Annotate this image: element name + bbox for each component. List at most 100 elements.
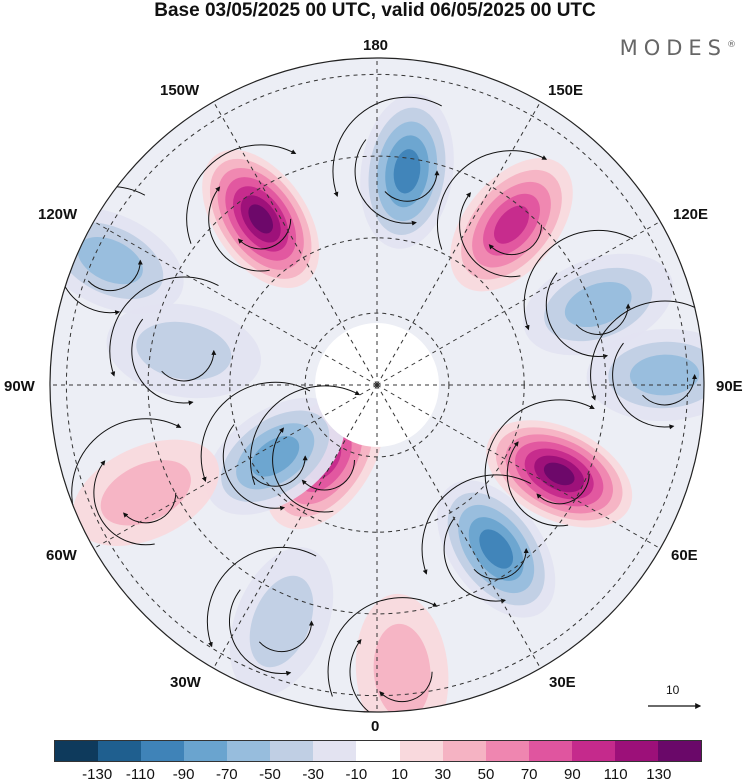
wind-streamline	[384, 170, 440, 202]
anomaly-field	[50, 58, 704, 712]
anomaly-cell	[229, 547, 334, 696]
colorbar-swatch	[227, 741, 271, 761]
anomaly-cell	[206, 397, 345, 515]
colorbar-swatch	[55, 741, 99, 761]
colorbar-swatch	[485, 741, 529, 761]
anomaly-cell	[72, 439, 220, 546]
colorbar-tick-label: -10	[345, 766, 368, 783]
wind-streamline	[252, 455, 308, 487]
wind-streamline	[250, 385, 361, 485]
anomaly-cell	[437, 480, 556, 618]
colorbar-swatch	[270, 741, 314, 761]
wind-streamline	[93, 460, 155, 546]
wind-streamline	[443, 516, 506, 604]
colorbar-swatch	[356, 741, 400, 761]
anomaly-cell	[486, 420, 633, 528]
meridian-line	[213, 384, 378, 669]
latitude-circle	[147, 155, 607, 615]
wind-streamline	[523, 229, 634, 331]
lon-label-90e: 90E	[716, 378, 743, 395]
wind-streamline	[332, 96, 442, 198]
wind-streamline	[109, 276, 219, 377]
latitude-circle	[65, 73, 689, 697]
colorbar-tick-label: 110	[603, 766, 628, 783]
brand-logo: MODES®	[620, 36, 736, 60]
anomaly-band	[479, 529, 514, 569]
anomaly-cell	[106, 303, 262, 399]
wind-streamline	[575, 303, 631, 335]
colorbar-swatch	[141, 741, 185, 761]
lon-label-150w: 150W	[160, 82, 200, 99]
wind-streamline	[349, 639, 411, 712]
colorbar-swatch	[571, 741, 615, 761]
wind-streamline	[484, 399, 595, 499]
anomaly-band	[543, 462, 575, 486]
meridian-line	[213, 101, 378, 386]
map-title: Base 03/05/2025 00 UTC, valid 06/05/2025…	[154, 0, 596, 21]
anomaly-band	[393, 149, 421, 194]
wind-streamline	[354, 139, 417, 226]
colorbar-swatch	[313, 741, 357, 761]
lon-label-180: 180	[363, 37, 389, 54]
wind-streamline	[131, 318, 194, 406]
wind-streamline	[379, 671, 433, 703]
wind-streamline	[421, 474, 532, 575]
colorbar-tick-label: -90	[172, 766, 195, 783]
lon-label-60e: 60E	[671, 547, 698, 564]
meridian-line	[376, 221, 661, 386]
colorbar-tick-label: 90	[564, 766, 581, 783]
brand-registered-mark: ®	[727, 40, 736, 50]
map-border	[49, 57, 705, 713]
colorbar-tick-label: 70	[520, 766, 538, 783]
polar-stereographic-map	[49, 57, 705, 713]
wind-streamline	[506, 441, 569, 527]
wind-streamline	[473, 548, 529, 580]
colorbar-swatch	[399, 741, 443, 761]
wind-streamline	[327, 597, 438, 697]
wind-streamline	[222, 424, 286, 511]
wind-streamline	[536, 473, 590, 505]
lon-label-60w: 60W	[46, 547, 77, 564]
colorbar-swatch	[442, 741, 486, 761]
meridian-line	[376, 384, 541, 669]
wind-streamline	[186, 144, 297, 244]
wind-streamline	[272, 427, 334, 513]
lon-label-150e: 150E	[548, 82, 584, 99]
lon-label-120e: 120E	[673, 206, 709, 223]
lon-label-120w: 120W	[38, 206, 78, 223]
wind-streamline	[228, 589, 292, 676]
colorbar-tick-label: -130	[82, 766, 113, 783]
wind-streamline	[71, 418, 182, 518]
latitude-circle	[304, 312, 450, 458]
colorbar-swatch	[614, 741, 658, 761]
colorbar-tick-label: -110	[125, 766, 155, 783]
wind-streamline	[488, 224, 542, 256]
colorbar-tick-label: -50	[259, 766, 281, 783]
meridian-line	[93, 221, 378, 386]
colorbar-tick-label: 30	[434, 766, 452, 783]
anomaly-band	[100, 460, 191, 526]
wind-streamline	[206, 546, 317, 648]
wind-streamline	[208, 186, 270, 272]
wind-streamline	[545, 272, 609, 359]
anomaly-band	[77, 237, 143, 285]
lon-label-30e: 30E	[549, 674, 576, 691]
colorbar	[54, 740, 702, 762]
wind-streamline	[642, 374, 698, 406]
anomaly-band	[564, 281, 632, 328]
colorbar-swatch	[657, 741, 701, 761]
meridian-line	[376, 384, 661, 549]
brand-name: MODES	[619, 36, 727, 60]
wind-streamline	[258, 620, 315, 653]
wind-streamline	[437, 150, 548, 250]
colorbar-swatch	[184, 741, 228, 761]
anomaly-cell	[450, 158, 573, 292]
lon-label-0: 0	[371, 718, 380, 735]
anomaly-band	[251, 435, 300, 477]
anomaly-band	[136, 321, 232, 380]
colorbar-swatch	[98, 741, 142, 761]
anomaly-cell	[523, 253, 674, 356]
colorbar-swatch	[528, 741, 572, 761]
meridian-line	[93, 384, 378, 549]
colorbar-tick-label: 10	[391, 766, 408, 783]
